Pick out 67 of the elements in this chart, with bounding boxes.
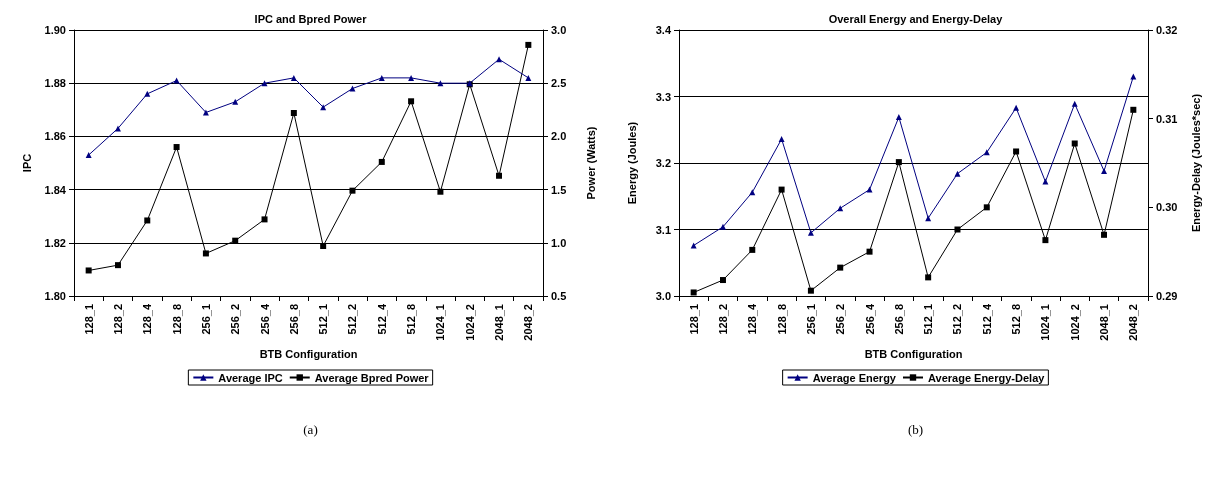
x-tick-label: 256_2 xyxy=(834,304,847,335)
x-tick-label: 512_2 xyxy=(346,304,359,335)
x-tick-label: 256_8 xyxy=(287,304,300,335)
x-tick-label: 128_2 xyxy=(111,304,124,335)
y2-tick-label: 1.0 xyxy=(551,236,567,249)
x-tick-label: 128_1 xyxy=(687,304,700,335)
y-tick-label: 3.2 xyxy=(655,157,671,169)
y2-tick-label: 0.31 xyxy=(1156,112,1178,125)
x-tick-label: 128_4 xyxy=(746,303,759,335)
y-tick-label: 1.80 xyxy=(44,290,66,302)
text: (b) xyxy=(907,422,924,437)
x-tick-label: 128_1 xyxy=(82,304,95,335)
y2-tick-label: 1.5 xyxy=(551,183,567,196)
y-tick-label: 1.82 xyxy=(44,236,66,249)
x-tick-label: 1024_2 xyxy=(1068,304,1081,341)
y2-tick-label: 2.0 xyxy=(551,130,567,143)
y-tick-label: 1.84 xyxy=(44,183,67,196)
x-tick-label: 256_2 xyxy=(229,304,242,335)
x-tick-label: 512_8 xyxy=(1010,304,1023,335)
y2-tick-label: 0.5 xyxy=(551,290,567,302)
y2-axis-title: Power (Watts) xyxy=(584,126,597,200)
x-axis-title: BTB Configuration xyxy=(864,348,963,361)
legend-label: Average Energy-Delay xyxy=(927,371,1046,384)
x-tick-label: 128_2 xyxy=(716,304,729,335)
x-tick-label: 512_4 xyxy=(375,303,388,335)
x-tick-label: 256_8 xyxy=(892,304,905,335)
y-tick-label: 1.88 xyxy=(44,77,66,90)
y-tick-label: 3.1 xyxy=(655,223,671,236)
x-tick-label: 512_1 xyxy=(922,304,935,335)
chart-title: IPC and Bpred Power xyxy=(254,12,368,25)
x-tick-label: 2048_1 xyxy=(493,304,506,341)
x-tick-label: 256_1 xyxy=(199,304,212,335)
x-tick-label: 2048_2 xyxy=(1127,304,1140,341)
y2-tick-label: 0.30 xyxy=(1156,201,1178,214)
text: (a) xyxy=(303,422,318,437)
x-tick-label: 2048_2 xyxy=(522,304,535,341)
x-tick-label: 512_8 xyxy=(405,304,418,335)
x-tick-label: 256_4 xyxy=(863,303,876,335)
x-tick-label: 256_1 xyxy=(804,304,817,335)
legend-label: Average Bpred Power xyxy=(314,371,430,384)
x-tick-label: 1024_1 xyxy=(1039,304,1052,341)
x-tick-label: 1024_2 xyxy=(463,304,476,341)
x-axis-title: BTB Configuration xyxy=(259,348,358,361)
y-tick-label: 3.4 xyxy=(655,24,672,36)
legend-label: Average IPC xyxy=(218,371,283,384)
y2-tick-label: 0.29 xyxy=(1156,290,1178,302)
chart-title: Overall Energy and Energy-Delay xyxy=(828,12,1004,25)
x-tick-label: 128_8 xyxy=(775,304,788,335)
y2-tick-label: 3.0 xyxy=(551,24,567,36)
y-tick-label: 3.0 xyxy=(655,290,671,302)
x-tick-label: 128_4 xyxy=(141,303,154,335)
x-tick-label: 256_4 xyxy=(258,303,271,335)
y-tick-label: 1.90 xyxy=(44,24,66,36)
x-tick-label: 128_8 xyxy=(170,304,183,335)
y-axis-title: Energy (Joules) xyxy=(625,121,638,205)
legend-label: Average Energy xyxy=(812,371,897,384)
x-tick-label: 512_2 xyxy=(951,304,964,335)
y2-axis-title: Energy-Delay (Joules*sec) xyxy=(1189,93,1202,233)
x-tick-label: 1024_1 xyxy=(434,304,447,341)
x-tick-label: 512_1 xyxy=(317,304,330,335)
y-tick-label: 3.3 xyxy=(655,90,671,103)
y-tick-label: 1.86 xyxy=(44,130,66,143)
y2-tick-label: 2.5 xyxy=(551,77,567,90)
y-axis-title: IPC xyxy=(20,153,33,173)
y2-tick-label: 0.32 xyxy=(1156,24,1178,36)
x-tick-label: 512_4 xyxy=(980,303,993,335)
x-tick-label: 2048_1 xyxy=(1098,304,1111,341)
